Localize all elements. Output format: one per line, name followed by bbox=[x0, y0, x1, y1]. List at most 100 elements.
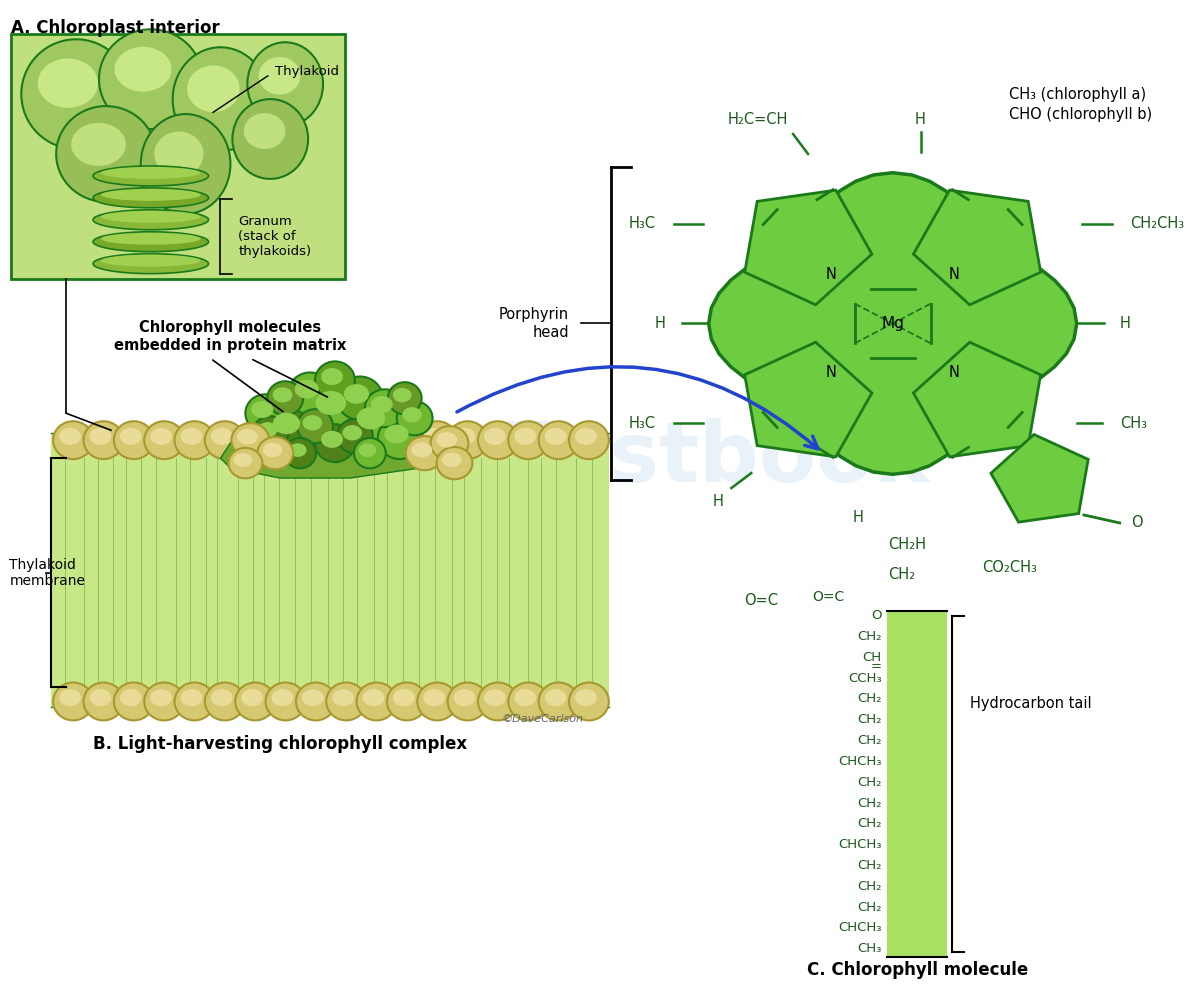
Ellipse shape bbox=[272, 387, 293, 402]
Ellipse shape bbox=[316, 362, 355, 399]
Ellipse shape bbox=[174, 421, 215, 459]
Text: =: = bbox=[871, 660, 882, 673]
Ellipse shape bbox=[150, 689, 172, 707]
Text: CCH₃: CCH₃ bbox=[848, 671, 882, 684]
Ellipse shape bbox=[509, 421, 548, 459]
Ellipse shape bbox=[94, 210, 209, 230]
Ellipse shape bbox=[371, 396, 392, 413]
Polygon shape bbox=[991, 434, 1088, 522]
Ellipse shape bbox=[114, 682, 154, 721]
Ellipse shape bbox=[388, 382, 421, 414]
Ellipse shape bbox=[362, 689, 384, 707]
Ellipse shape bbox=[349, 398, 401, 448]
Text: CH₂: CH₂ bbox=[857, 692, 882, 706]
Ellipse shape bbox=[322, 430, 343, 448]
Ellipse shape bbox=[84, 682, 124, 721]
Ellipse shape bbox=[392, 388, 412, 402]
Ellipse shape bbox=[53, 421, 94, 459]
Ellipse shape bbox=[257, 437, 293, 470]
Polygon shape bbox=[913, 191, 1040, 304]
Ellipse shape bbox=[238, 429, 258, 445]
Ellipse shape bbox=[386, 682, 427, 721]
Ellipse shape bbox=[71, 123, 126, 166]
Ellipse shape bbox=[101, 167, 200, 178]
Ellipse shape bbox=[94, 254, 209, 273]
Ellipse shape bbox=[150, 427, 172, 445]
Ellipse shape bbox=[235, 682, 275, 721]
Ellipse shape bbox=[211, 427, 233, 445]
Ellipse shape bbox=[326, 682, 366, 721]
Ellipse shape bbox=[418, 682, 457, 721]
Ellipse shape bbox=[173, 47, 269, 151]
Ellipse shape bbox=[332, 689, 354, 707]
Ellipse shape bbox=[205, 682, 245, 721]
Ellipse shape bbox=[144, 682, 184, 721]
Text: CH₂: CH₂ bbox=[857, 630, 882, 643]
Ellipse shape bbox=[424, 427, 445, 445]
Ellipse shape bbox=[234, 454, 252, 467]
Ellipse shape bbox=[155, 131, 204, 176]
Text: H: H bbox=[655, 316, 666, 331]
Ellipse shape bbox=[271, 689, 294, 707]
Ellipse shape bbox=[437, 432, 457, 448]
Ellipse shape bbox=[332, 427, 354, 445]
Text: CO₂CH₃: CO₂CH₃ bbox=[983, 560, 1037, 576]
Text: CH₂: CH₂ bbox=[857, 900, 882, 913]
Ellipse shape bbox=[575, 689, 596, 707]
Text: H: H bbox=[1120, 316, 1130, 331]
Ellipse shape bbox=[515, 689, 536, 707]
Ellipse shape bbox=[392, 427, 415, 445]
Ellipse shape bbox=[180, 689, 203, 707]
Ellipse shape bbox=[94, 232, 209, 252]
Ellipse shape bbox=[94, 166, 209, 185]
Ellipse shape bbox=[53, 682, 94, 721]
Ellipse shape bbox=[569, 682, 608, 721]
Text: H₃C: H₃C bbox=[629, 217, 655, 231]
Ellipse shape bbox=[431, 426, 468, 461]
Text: N: N bbox=[826, 365, 836, 380]
Ellipse shape bbox=[406, 436, 444, 470]
Ellipse shape bbox=[265, 682, 306, 721]
FancyBboxPatch shape bbox=[11, 34, 344, 278]
Ellipse shape bbox=[244, 113, 286, 149]
Text: CH₂: CH₂ bbox=[857, 734, 882, 747]
Polygon shape bbox=[221, 393, 439, 478]
Ellipse shape bbox=[114, 46, 172, 92]
Ellipse shape bbox=[424, 689, 445, 707]
Ellipse shape bbox=[22, 39, 131, 149]
Ellipse shape bbox=[233, 99, 308, 178]
Ellipse shape bbox=[307, 382, 362, 434]
Ellipse shape bbox=[545, 427, 566, 445]
Ellipse shape bbox=[101, 188, 200, 201]
Ellipse shape bbox=[268, 381, 304, 415]
Text: N: N bbox=[949, 365, 960, 380]
Ellipse shape bbox=[356, 682, 396, 721]
Text: Hydrocarbon tail: Hydrocarbon tail bbox=[971, 697, 1092, 712]
Text: CH₂H: CH₂H bbox=[888, 537, 925, 552]
Text: CH₃: CH₃ bbox=[1120, 415, 1147, 430]
Text: CH₂CH₃: CH₂CH₃ bbox=[1129, 217, 1184, 231]
Text: N: N bbox=[949, 267, 960, 281]
Text: Thylakoid
membrane: Thylakoid membrane bbox=[10, 557, 85, 588]
Ellipse shape bbox=[515, 427, 536, 445]
Ellipse shape bbox=[545, 689, 566, 707]
Text: CH₂: CH₂ bbox=[857, 796, 882, 809]
Ellipse shape bbox=[359, 444, 377, 457]
Text: CH₃ (chlorophyll a)
CHO (chlorophyll b): CH₃ (chlorophyll a) CHO (chlorophyll b) bbox=[1009, 87, 1152, 122]
Ellipse shape bbox=[295, 380, 319, 398]
Ellipse shape bbox=[298, 409, 334, 444]
Ellipse shape bbox=[265, 404, 316, 452]
Text: Mg: Mg bbox=[881, 316, 904, 331]
Text: O: O bbox=[1130, 515, 1142, 530]
Ellipse shape bbox=[384, 424, 408, 444]
Text: CH₂: CH₂ bbox=[857, 714, 882, 727]
Ellipse shape bbox=[211, 689, 233, 707]
Ellipse shape bbox=[59, 427, 82, 445]
Ellipse shape bbox=[272, 413, 300, 434]
Ellipse shape bbox=[316, 391, 346, 415]
Ellipse shape bbox=[397, 401, 432, 435]
Text: CH₂: CH₂ bbox=[857, 776, 882, 788]
Ellipse shape bbox=[235, 421, 275, 459]
Ellipse shape bbox=[454, 427, 475, 445]
Text: H₂C=CH: H₂C=CH bbox=[728, 112, 788, 127]
